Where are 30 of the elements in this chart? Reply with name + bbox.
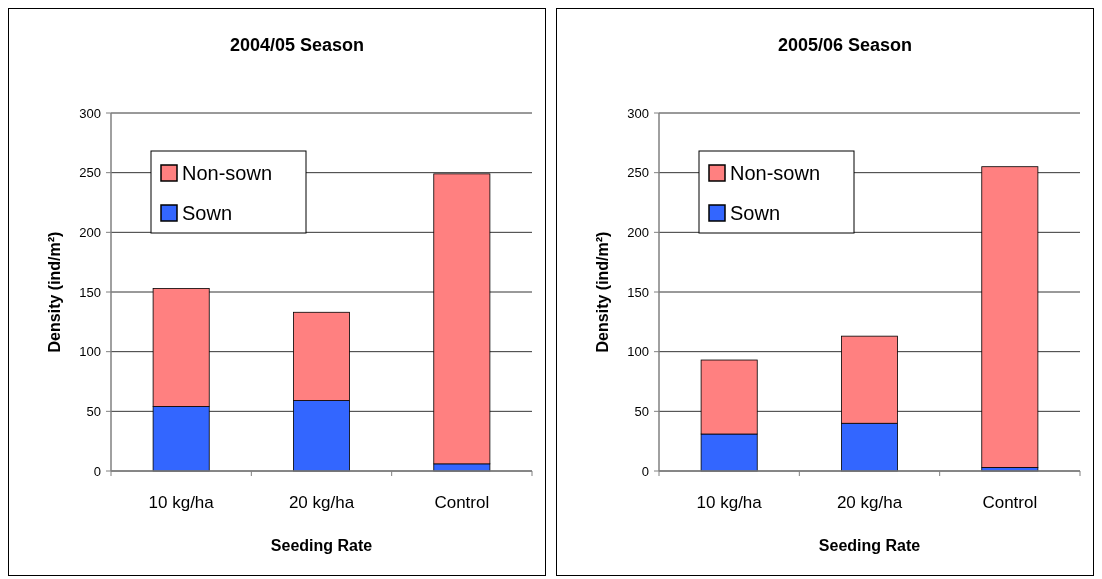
legend-label: Sown	[730, 202, 781, 224]
y-tick-label: 250	[627, 165, 649, 181]
chart-title: 2005/06 Season	[777, 35, 913, 55]
y-tick-label: 0	[641, 463, 649, 479]
x-tick-label: 10 kg/ha	[696, 493, 763, 512]
x-tick-label: Control	[434, 493, 490, 512]
y-axis-title: Density (ind/m²)	[46, 231, 63, 353]
y-tick-label: 250	[79, 165, 101, 181]
y-tick-label: 100	[79, 344, 101, 360]
chart-title: 2004/05 Season	[229, 35, 365, 55]
y-tick-label: 300	[79, 105, 101, 121]
legend-label: Non-sown	[182, 162, 273, 184]
legend-label: Non-sown	[730, 162, 821, 184]
y-tick-label: 100	[627, 344, 649, 360]
y-axis-title: Density (ind/m²)	[594, 231, 611, 353]
x-axis-title: Seeding Rate	[270, 537, 373, 554]
y-tick-label: 300	[627, 105, 649, 121]
y-tick-label: 200	[627, 224, 649, 240]
y-tick-label: 150	[79, 284, 101, 300]
legend-label: Sown	[182, 202, 233, 224]
y-tick-label: 0	[93, 463, 101, 479]
x-tick-label: 20 kg/ha	[836, 493, 903, 512]
y-tick-label: 50	[86, 403, 101, 419]
x-tick-label: Control	[982, 493, 1038, 512]
x-axis-title: Seeding Rate	[818, 537, 921, 554]
x-tick-label: 20 kg/ha	[288, 493, 355, 512]
y-tick-label: 200	[79, 224, 101, 240]
x-tick-label: 10 kg/ha	[148, 493, 215, 512]
y-tick-label: 150	[627, 284, 649, 300]
y-tick-label: 50	[634, 403, 649, 419]
